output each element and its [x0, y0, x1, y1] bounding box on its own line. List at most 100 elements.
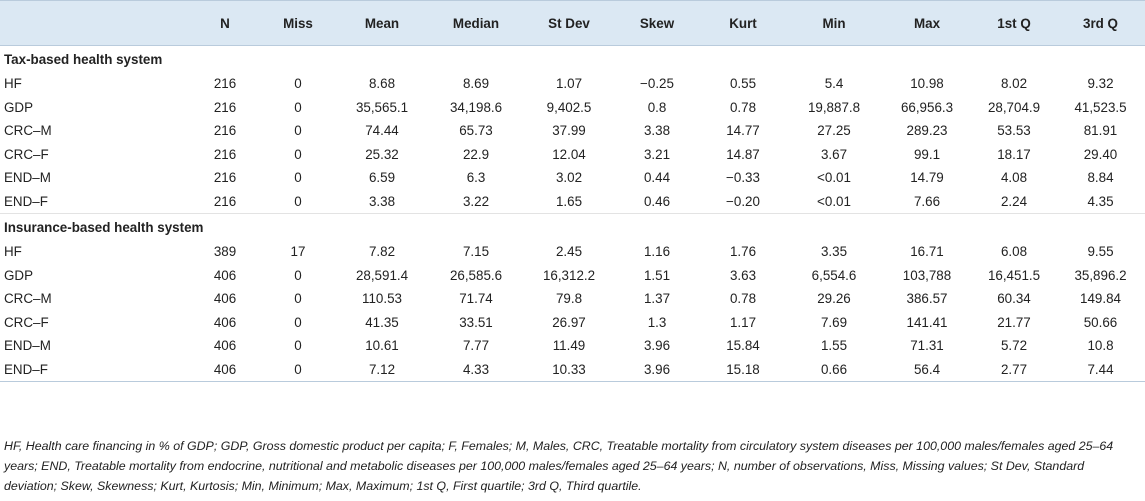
table-cell: 0 [294, 193, 302, 209]
table-cell: 37.99 [552, 123, 586, 139]
table-cell: 5.72 [1000, 338, 1028, 354]
table-cell: 0 [294, 291, 302, 307]
table-cell: 29.40 [1083, 146, 1118, 162]
variable-name-cell: HF [4, 244, 22, 260]
table-cell: 6.08 [1000, 244, 1028, 260]
table-cell: −0.25 [640, 76, 674, 92]
table-container: N Miss Mean Median St Dev Skew Kurt Min Max 1st Q… [0, 0, 1145, 382]
table-cell: 0 [294, 99, 302, 115]
table-cell: 3.02 [555, 170, 583, 186]
header-cell: Min [786, 0, 882, 46]
header-cell: 1st Q [972, 0, 1056, 46]
table-cell: 71.74 [459, 291, 493, 307]
header-row: N Miss Mean Median St Dev Skew Kurt Min Max 1st Q… [0, 0, 1145, 46]
header-cell: Miss [260, 0, 336, 46]
table-cell: 3.67 [820, 146, 848, 162]
table-cell: 21.77 [997, 314, 1031, 330]
table-row: HF 216 0 8.68 8.69 1.07 −0.25 0.55 5.4 10.98 8.02 9… [0, 72, 1145, 96]
table-cell: 4.35 [1087, 193, 1114, 209]
table-cell: 10.33 [524, 357, 614, 382]
table-cell: 28,704.9 [987, 99, 1041, 115]
header-cell: Mean [336, 0, 428, 46]
table-cell: 7.15 [462, 244, 490, 260]
table-cell: 0.55 [729, 76, 757, 92]
table-row: CRC–F 216 0 25.32 22.9 12.04 3.21 14.87 3.67 99.1… [0, 143, 1145, 167]
table-cell: 16,312.2 [542, 267, 596, 283]
table-cell: 0 [294, 170, 302, 186]
table-cell: 9.32 [1087, 76, 1114, 92]
variable-name-cell: CRC–F [4, 314, 49, 330]
table-cell: 0.66 [786, 357, 882, 382]
table-cell: −0.20 [726, 193, 760, 209]
table-body: Tax-based health system HF 216 0 8.68 8.69 1.0… [0, 45, 1145, 382]
header-cell: Max [882, 0, 972, 46]
table-cell: 1.37 [643, 291, 671, 307]
table-cell: 26.97 [552, 314, 586, 330]
table-cell: 3.96 [643, 338, 671, 354]
table-cell: 66,956.3 [900, 99, 954, 115]
table-cell: 8.02 [1000, 76, 1028, 92]
table-cell: 216 [213, 123, 237, 139]
table-row: END–F 406 0 7.12 4.33 10.33 3.96 15.18 0.66 56.4 2… [0, 357, 1145, 382]
variable-name-cell: GDP [4, 267, 34, 283]
variable-name-cell: END–F [4, 193, 48, 209]
table-cell: 41.35 [365, 314, 399, 330]
table-cell: 35,896.2 [1074, 267, 1127, 283]
table-cell: 6.59 [368, 170, 396, 186]
table-cell: 7.66 [913, 193, 941, 209]
table-cell: 16,451.5 [987, 267, 1041, 283]
table-cell: 0 [294, 338, 302, 354]
table-row: GDP 406 0 28,591.4 26,585.6 16,312.2 1.51 3.63 6… [0, 264, 1145, 288]
table-cell: 149.84 [1080, 291, 1121, 307]
table-cell: 2.24 [1000, 193, 1028, 209]
table-cell: 0 [294, 76, 302, 92]
table-cell: 0 [294, 314, 302, 330]
table-cell: 7.77 [462, 338, 490, 354]
table-cell: 1.17 [729, 314, 757, 330]
section-header-row: Insurance-based health system [0, 213, 1145, 240]
table-cell: 28,591.4 [355, 267, 409, 283]
table-cell: 0 [294, 267, 302, 283]
table-cell: 3.38 [368, 193, 396, 209]
variable-name-cell: GDP [4, 99, 34, 115]
table-cell: −0.33 [726, 170, 760, 186]
table-cell: 65.73 [459, 123, 493, 139]
table-cell: <0.01 [817, 170, 851, 186]
table-row: HF 389 17 7.82 7.15 2.45 1.16 1.76 3.35 16.71 6.08… [0, 240, 1145, 264]
header-cell: Skew [614, 0, 700, 46]
header-cell: 3rd Q [1056, 0, 1145, 46]
table-cell: 3.35 [820, 244, 848, 260]
variable-name-cell: CRC–F [4, 146, 49, 162]
table-cell: 0 [294, 123, 302, 139]
table-cell: 11.49 [552, 338, 586, 354]
variable-name-cell: END–F [0, 357, 190, 382]
table-cell: 7.82 [368, 244, 396, 260]
table-cell: 406 [213, 338, 237, 354]
table-cell: 0.46 [643, 193, 671, 209]
table-cell: 10.8 [1087, 338, 1114, 354]
table-cell: 289.23 [906, 123, 948, 139]
table-cell: 5.4 [824, 76, 844, 92]
table-cell: 6.3 [466, 170, 486, 186]
header-cell-variable [0, 0, 190, 46]
table-cell: 3.63 [729, 267, 757, 283]
table-cell: 103,788 [902, 267, 952, 283]
header-cell: Kurt [700, 0, 786, 46]
table-cell: 18.17 [997, 146, 1031, 162]
variable-name-cell: HF [4, 76, 22, 92]
table-cell: 33.51 [459, 314, 493, 330]
table-cell: 7.44 [1056, 357, 1145, 382]
table-cell: 389 [213, 244, 237, 260]
table-cell: 15.18 [700, 357, 786, 382]
table-row: CRC–F 406 0 41.35 33.51 26.97 1.3 1.17 7.69 141.4… [0, 311, 1145, 335]
table-cell: 216 [213, 76, 237, 92]
table-cell: 1.76 [729, 244, 757, 260]
table-cell: 6,554.6 [811, 267, 857, 283]
table-cell: 71.31 [910, 338, 944, 354]
table-cell: 35,565.1 [355, 99, 409, 115]
table-cell: 19,887.8 [807, 99, 861, 115]
header-cell: St Dev [524, 0, 614, 46]
table-row: END–F 216 0 3.38 3.22 1.65 0.46 −0.20 <0.01 7.66 2… [0, 190, 1145, 214]
variable-name-cell: END–M [4, 170, 51, 186]
table-cell: 9,402.5 [546, 99, 592, 115]
